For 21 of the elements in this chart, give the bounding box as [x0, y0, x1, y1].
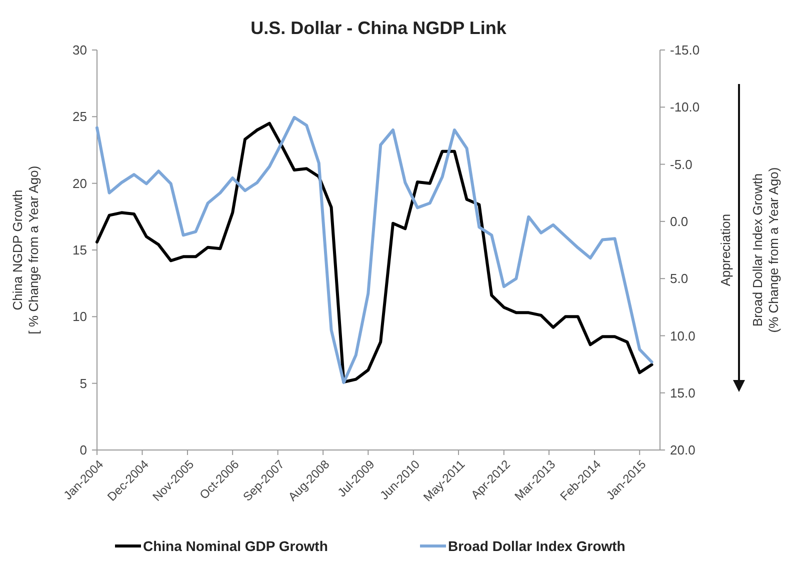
y-tick-label: 20 — [72, 176, 87, 191]
y2-tick-label: 10.0 — [670, 328, 696, 344]
y2-tick-label: 20.0 — [670, 442, 696, 458]
y2-axis-title: Broad Dollar Index Growth (% Change from a Year Ago) — [750, 167, 781, 333]
y-tick-label: 0 — [80, 442, 87, 458]
y2-tick-label: 5.0 — [670, 271, 688, 286]
text: Appreciation — [718, 214, 733, 286]
y-tick-label: 15 — [72, 242, 87, 258]
chart-title: U.S. Dollar - China NGDP Link — [250, 18, 508, 38]
legend-label: Broad Dollar Index Growth — [448, 538, 626, 554]
y-tick-label: 30 — [72, 42, 87, 58]
y2-tick-label: -10.0 — [670, 100, 700, 115]
y-axis-title: China NGDP Growth [ % Change from a Year Ago) — [10, 166, 41, 334]
y2-tick-label: 0.0 — [670, 214, 688, 229]
y-tick-label: 25 — [72, 109, 87, 124]
y-tick-label: 5 — [80, 376, 87, 391]
y2-tick-label: -5.0 — [670, 156, 692, 172]
y2-tick-label: -15.0 — [670, 42, 700, 58]
y-tick-label: 10 — [72, 309, 87, 324]
y2-tick-label: 15.0 — [670, 385, 696, 400]
legend-label: China Nominal GDP Growth — [143, 538, 328, 554]
